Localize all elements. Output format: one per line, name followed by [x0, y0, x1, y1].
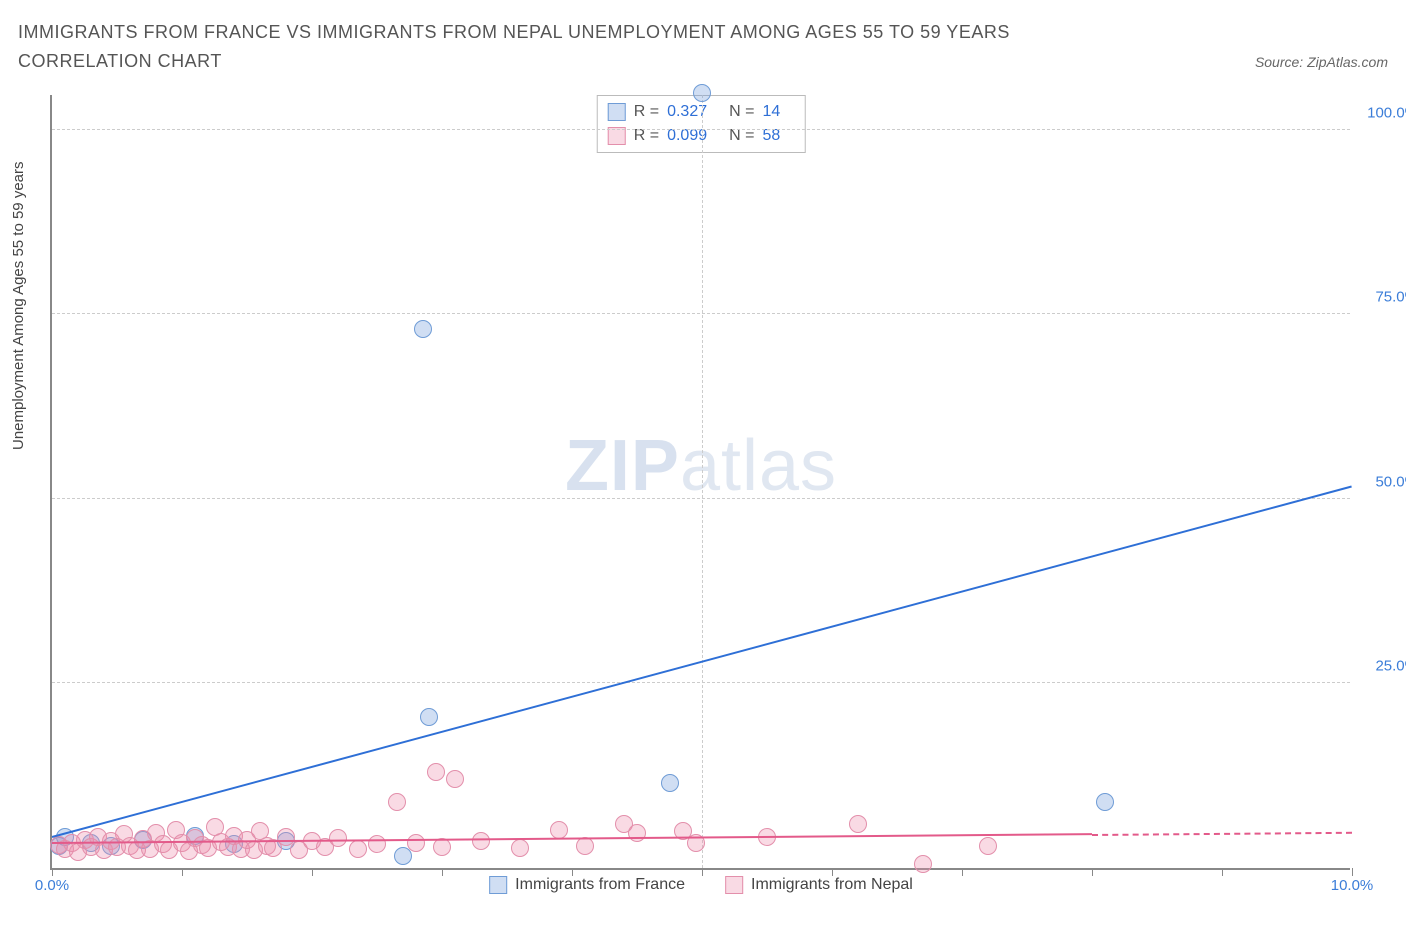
data-point [407, 834, 425, 852]
data-point [329, 829, 347, 847]
y-tick-label: 100.0% [1367, 104, 1406, 121]
gridline-v [702, 95, 703, 868]
trend-line [1092, 831, 1352, 835]
data-point [472, 832, 490, 850]
n-value: 58 [762, 124, 780, 148]
data-point [979, 837, 997, 855]
data-point [368, 835, 386, 853]
y-axis-label: Unemployment Among Ages 55 to 59 years [10, 161, 27, 450]
x-tick-mark [962, 868, 963, 876]
legend-label: Immigrants from France [515, 876, 685, 894]
series-swatch [608, 103, 626, 121]
data-point [388, 793, 406, 811]
watermark-zip: ZIP [565, 426, 680, 506]
x-tick-mark [702, 868, 703, 876]
chart-title: IMMIGRANTS FROM FRANCE VS IMMIGRANTS FRO… [18, 18, 1118, 76]
bottom-legend: Immigrants from France Immigrants from Ne… [489, 876, 913, 894]
legend-label: Immigrants from Nepal [751, 876, 913, 894]
legend-item: Immigrants from Nepal [725, 876, 913, 894]
data-point [1096, 793, 1114, 811]
x-tick-mark [182, 868, 183, 876]
data-point [550, 821, 568, 839]
y-tick-label: 75.0% [1375, 289, 1406, 306]
r-label: R = [634, 100, 659, 124]
data-point [420, 708, 438, 726]
stats-legend-box: R =0.327N =14R =0.099N =58 [597, 95, 806, 153]
x-tick-mark [52, 868, 53, 876]
header-row: IMMIGRANTS FROM FRANCE VS IMMIGRANTS FRO… [18, 18, 1388, 76]
data-point [693, 84, 711, 102]
x-tick-mark [1222, 868, 1223, 876]
n-label: N = [729, 100, 754, 124]
source-attribution: Source: ZipAtlas.com [1255, 54, 1388, 70]
gridline-h [52, 129, 1350, 130]
legend-item: Immigrants from France [489, 876, 685, 894]
data-point [394, 847, 412, 865]
gridline-h [52, 682, 1350, 683]
x-tick-label: 0.0% [35, 877, 69, 894]
x-tick-label: 10.0% [1331, 877, 1374, 894]
stats-row: R =0.099N =58 [608, 124, 795, 148]
series-swatch [725, 876, 743, 894]
gridline-h [52, 498, 1350, 499]
watermark: ZIPatlas [565, 425, 837, 507]
n-label: N = [729, 124, 754, 148]
data-point [414, 320, 432, 338]
data-point [349, 840, 367, 858]
n-value: 14 [762, 100, 780, 124]
data-point [446, 770, 464, 788]
x-tick-mark [312, 868, 313, 876]
data-point [427, 763, 445, 781]
x-tick-mark [832, 868, 833, 876]
y-tick-label: 50.0% [1375, 473, 1406, 490]
watermark-atlas: atlas [680, 426, 837, 506]
data-point [914, 855, 932, 873]
x-tick-mark [442, 868, 443, 876]
stats-row: R =0.327N =14 [608, 100, 795, 124]
data-point [576, 837, 594, 855]
r-label: R = [634, 124, 659, 148]
data-point [849, 815, 867, 833]
data-point [511, 839, 529, 857]
series-swatch [489, 876, 507, 894]
gridline-h [52, 313, 1350, 314]
x-tick-mark [1352, 868, 1353, 876]
x-tick-mark [1092, 868, 1093, 876]
y-tick-label: 25.0% [1375, 658, 1406, 675]
plot-area: ZIPatlas R =0.327N =14R =0.099N =58 Immi… [50, 95, 1350, 870]
x-tick-mark [572, 868, 573, 876]
data-point [661, 774, 679, 792]
